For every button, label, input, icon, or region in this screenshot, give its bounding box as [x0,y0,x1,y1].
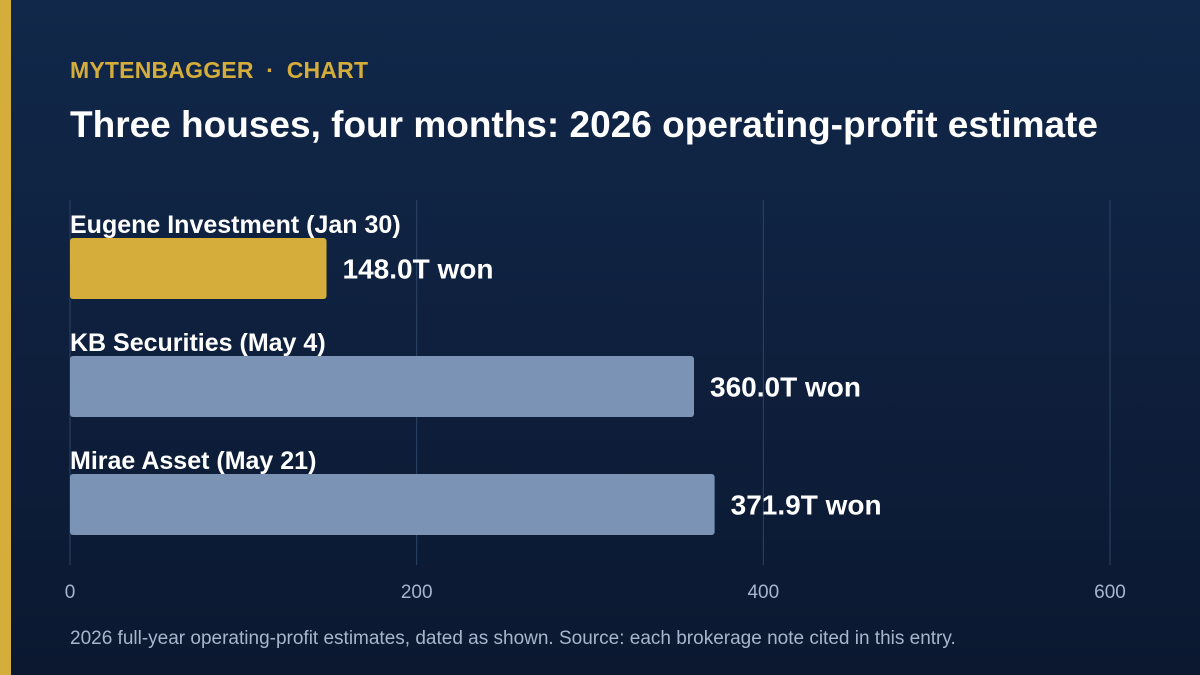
x-tick-label: 400 [747,582,779,603]
data-label: 148.0T won [343,254,494,285]
accent-stripe [0,0,11,675]
source-footnote: 2026 full-year operating-profit estimate… [70,628,956,649]
category-label: Eugene Investment (Jan 30) [70,211,401,239]
bar [70,356,694,417]
brand-header: MYTENBAGGER · CHART [70,57,368,84]
brand-name: MYTENBAGGER [70,57,254,83]
x-tick-label: 600 [1094,582,1126,603]
chart-title: Three houses, four months: 2026 operatin… [70,104,1098,145]
data-label: 371.9T won [731,490,882,521]
bar [70,238,327,299]
x-tick-label: 0 [65,582,76,603]
category-label: KB Securities (May 4) [70,329,326,357]
bar [70,474,715,535]
data-label: 360.0T won [710,372,861,403]
section-label: CHART [286,57,369,83]
category-label: Mirae Asset (May 21) [70,447,316,475]
brand-separator: · [266,57,275,83]
x-tick-label: 200 [401,582,433,603]
